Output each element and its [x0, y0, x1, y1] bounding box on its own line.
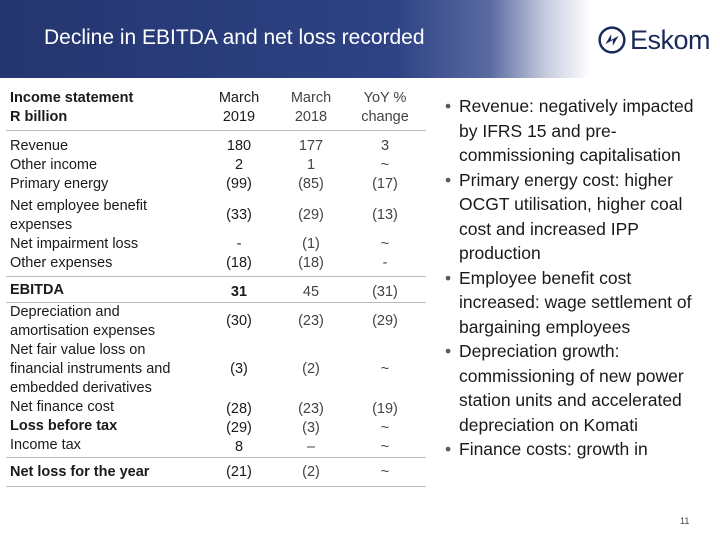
cell-change: -	[382, 255, 388, 271]
cell-2018: (18)	[298, 255, 324, 271]
cell-2018: (23)	[298, 313, 324, 329]
row-label: Net loss for the year	[10, 464, 150, 480]
cell-change: ~	[380, 420, 390, 436]
row-label: Income tax	[10, 437, 81, 453]
cell-2018: (2)	[302, 464, 320, 480]
commentary-bullets: • Revenue: negatively impacted by IFRS 15…	[445, 94, 715, 462]
cell-2018: 1	[306, 157, 316, 173]
header-c1-2: 2019	[222, 109, 256, 125]
bullet-item: • Finance costs: growth in	[445, 437, 715, 462]
cell-change: 3	[380, 138, 390, 154]
row-label: Net employee benefit	[10, 198, 148, 214]
row-label: embedded derivatives	[10, 380, 152, 396]
cell-change: ~	[380, 157, 390, 173]
bullet-text: Employee benefit cost increased: wage se…	[459, 267, 692, 337]
header-c2-1: March	[290, 90, 332, 106]
cell-2019: (18)	[226, 255, 252, 271]
bullet-text: Finance costs: growth in	[459, 439, 648, 459]
cell-change: (31)	[372, 284, 398, 300]
bullet-icon: •	[445, 169, 452, 190]
row-label: EBITDA	[10, 282, 64, 298]
row-label: Revenue	[10, 138, 69, 154]
cell-change: ~	[380, 439, 390, 455]
page-number: 11	[680, 516, 690, 526]
cell-2019: (29)	[226, 420, 252, 436]
eskom-logo: Eskom	[598, 20, 711, 60]
bullet-icon: •	[445, 439, 452, 459]
cell-2018: (85)	[298, 176, 324, 192]
header-label-2: R billion	[10, 109, 68, 125]
cell-2018: (29)	[298, 207, 324, 223]
cell-2019: (28)	[226, 401, 252, 417]
cell-2019: -	[236, 236, 242, 252]
row-label: Primary energy	[10, 176, 109, 192]
header-c3-1: YoY %	[363, 90, 407, 106]
eskom-logo-icon	[598, 26, 626, 54]
bullet-icon: •	[445, 96, 452, 116]
cell-change: (13)	[372, 207, 398, 223]
page-title: Decline in EBITDA and net loss recorded	[44, 26, 425, 49]
cell-change: (17)	[372, 176, 398, 192]
bullet-item: • Revenue: negatively impacted by IFRS 15…	[445, 94, 715, 168]
row-label: financial instruments and	[10, 361, 171, 377]
cell-2018: (3)	[302, 420, 320, 436]
row-label: amortisation expenses	[10, 323, 156, 339]
cell-2019: (99)	[226, 176, 252, 192]
bullet-item: • Employee benefit cost increased: wage s…	[445, 266, 715, 340]
cell-2018: (23)	[298, 401, 324, 417]
row-label: Net finance cost	[10, 399, 114, 415]
divider	[6, 130, 426, 131]
row-label: Net fair value loss on	[10, 342, 146, 358]
header-c3-2: change	[361, 109, 409, 125]
row-label: expenses	[10, 217, 73, 233]
cell-2018: (2)	[302, 361, 320, 377]
row-label: Depreciation and	[10, 304, 120, 320]
header-label-1: Income statement	[10, 90, 134, 106]
cell-change: ~	[380, 464, 390, 480]
cell-2019: 2	[234, 157, 244, 173]
cell-2019: 31	[230, 284, 248, 300]
row-label: Loss before tax	[10, 418, 118, 434]
cell-2018: (1)	[302, 236, 320, 252]
logo-text: Eskom	[629, 24, 711, 55]
cell-2019: (30)	[226, 313, 252, 329]
row-label: Other income	[10, 157, 98, 173]
header-c2-2: 2018	[294, 109, 328, 125]
cell-change: ~	[380, 236, 390, 252]
bullet-text: Revenue: negatively impacted by IFRS 15 …	[459, 96, 694, 165]
title-banner: Decline in EBITDA and net loss recorded …	[0, 0, 720, 78]
bullet-text: Primary energy cost: higher OCGT utilisa…	[459, 169, 683, 264]
bullet-item: • Primary energy cost: higher OCGT utilis…	[445, 168, 715, 266]
header-c1-1: March	[218, 90, 260, 106]
bullet-icon: •	[445, 341, 452, 361]
divider	[6, 486, 426, 487]
cell-2019: 180	[226, 138, 252, 154]
cell-change: (29)	[372, 313, 398, 329]
divider	[6, 302, 426, 303]
row-label: Other expenses	[10, 255, 113, 271]
cell-2019: 8	[234, 439, 244, 455]
bullet-text: Depreciation growth: commissioning of ne…	[459, 341, 684, 435]
cell-2019: (21)	[226, 464, 252, 480]
cell-2018: 45	[302, 284, 320, 300]
cell-change: ~	[380, 361, 390, 377]
cell-2019: (3)	[230, 361, 248, 377]
divider	[6, 276, 426, 277]
cell-2019: (33)	[226, 207, 252, 223]
bullet-icon: •	[445, 267, 452, 288]
divider	[6, 457, 426, 458]
bullet-item: • Depreciation growth: commissioning of n…	[445, 339, 715, 437]
cell-change: (19)	[372, 401, 398, 417]
cell-2018: –	[306, 439, 316, 455]
row-label: Net impairment loss	[10, 236, 139, 252]
cell-2018: 177	[298, 138, 324, 154]
